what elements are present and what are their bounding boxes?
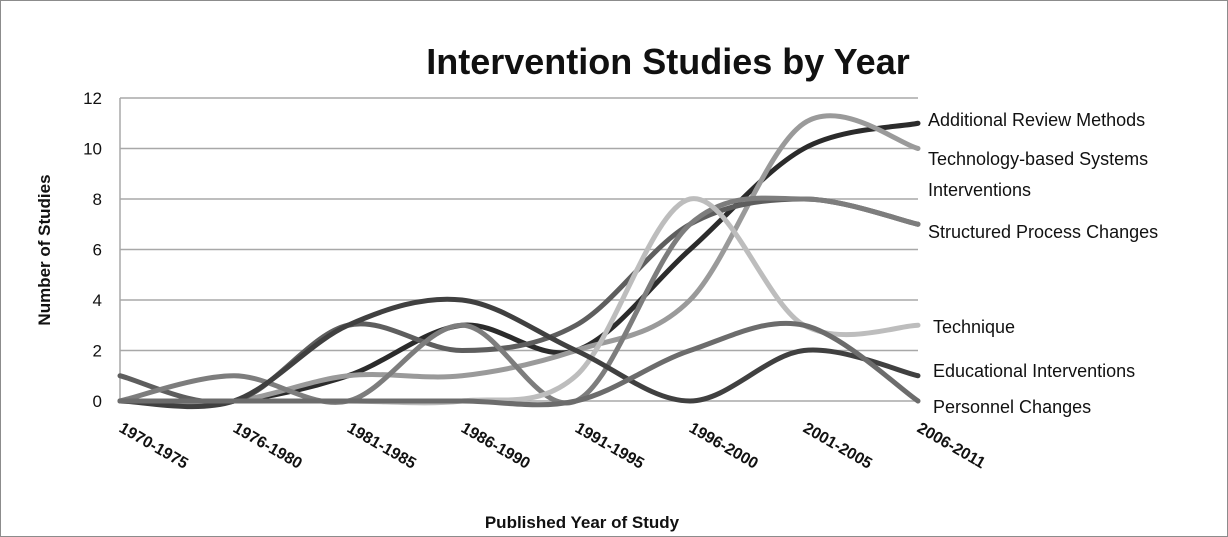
chart-title: Intervention Studies by Year <box>426 41 910 82</box>
x-tick-2006-2011: 2006-2011 <box>914 420 988 473</box>
y-tick-12: 12 <box>83 89 102 108</box>
legend-label-technique: Technique <box>933 317 1015 337</box>
y-tick-0: 0 <box>93 392 102 411</box>
series-line-educational-interventions <box>117 296 921 410</box>
gridlines <box>119 97 918 402</box>
series-line-personnel-changes <box>117 320 921 408</box>
series-line-structured-process-changes <box>117 195 921 406</box>
x-tick-labels: 1970-1975 1976-1980 1981-1985 1986-1990 1991… <box>116 420 988 473</box>
x-axis-label: Published Year of Study <box>485 513 680 532</box>
y-tick-10: 10 <box>83 140 102 159</box>
legend-label-educational-interventions: Educational Interventions <box>933 361 1135 381</box>
legend-label-personnel-changes: Personnel Changes <box>933 397 1091 417</box>
x-tick-2001-2005: 2001-2005 <box>800 420 875 473</box>
x-tick-1970-1975: 1970-1975 <box>116 420 191 473</box>
x-tick-1991-1995: 1991-1995 <box>572 420 647 473</box>
legend: Additional Review Methods Technology-base… <box>928 110 1158 417</box>
y-tick-4: 4 <box>93 291 102 310</box>
legend-label-additional-review-methods: Additional Review Methods <box>928 110 1145 130</box>
series-lines <box>117 113 921 410</box>
y-tick-2: 2 <box>93 342 102 361</box>
legend-label-interventions: Interventions <box>928 180 1031 200</box>
x-tick-1981-1985: 1981-1985 <box>344 420 419 473</box>
series-line-additional-review-methods <box>117 120 921 406</box>
y-tick-8: 8 <box>93 190 102 209</box>
legend-label-technology-based-systems: Technology-based Systems <box>928 149 1148 169</box>
x-tick-1986-1990: 1986-1990 <box>458 420 533 473</box>
x-tick-1976-1980: 1976-1980 <box>230 420 305 473</box>
y-axis-label: Number of Studies <box>35 174 54 325</box>
legend-label-structured-process-changes: Structured Process Changes <box>928 222 1158 242</box>
series-line-technology-based-systems <box>117 113 921 406</box>
x-tick-1996-2000: 1996-2000 <box>686 420 761 473</box>
y-tick-labels: 0 2 4 6 8 10 12 <box>83 89 102 411</box>
y-tick-6: 6 <box>93 241 102 260</box>
